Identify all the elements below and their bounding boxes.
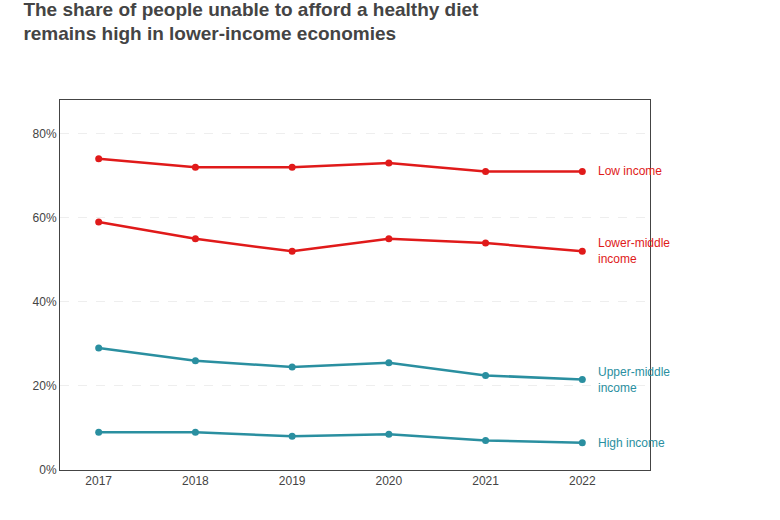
- svg-text:40%: 40%: [33, 295, 57, 309]
- svg-text:2022: 2022: [569, 474, 596, 488]
- svg-text:60%: 60%: [33, 211, 57, 225]
- svg-text:High income: High income: [598, 436, 665, 450]
- svg-text:20%: 20%: [33, 379, 57, 393]
- svg-text:80%: 80%: [33, 127, 57, 141]
- svg-text:0%: 0%: [39, 463, 57, 477]
- svg-text:2019: 2019: [279, 474, 306, 488]
- svg-text:The share of people unable to: The share of people unable to afford a h…: [23, 0, 479, 44]
- svg-text:2020: 2020: [375, 474, 402, 488]
- svg-text:Lower-middleincome: Lower-middleincome: [598, 236, 670, 266]
- svg-text:2018: 2018: [182, 474, 209, 488]
- svg-text:Low income: Low income: [598, 164, 662, 178]
- svg-text:2017: 2017: [85, 474, 112, 488]
- svg-text:2021: 2021: [472, 474, 499, 488]
- svg-text:Upper-middleincome: Upper-middleincome: [598, 365, 670, 395]
